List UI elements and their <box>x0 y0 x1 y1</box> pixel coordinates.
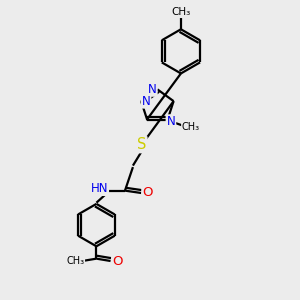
Text: N: N <box>167 115 175 128</box>
Text: N: N <box>148 83 157 96</box>
Text: O: O <box>142 187 153 200</box>
Text: S: S <box>137 137 146 152</box>
Text: CH₃: CH₃ <box>171 7 190 17</box>
Text: HN: HN <box>91 182 108 195</box>
Text: O: O <box>112 254 123 268</box>
Text: CH₃: CH₃ <box>182 122 200 132</box>
Text: CH₃: CH₃ <box>66 256 84 266</box>
Text: N: N <box>142 94 151 108</box>
